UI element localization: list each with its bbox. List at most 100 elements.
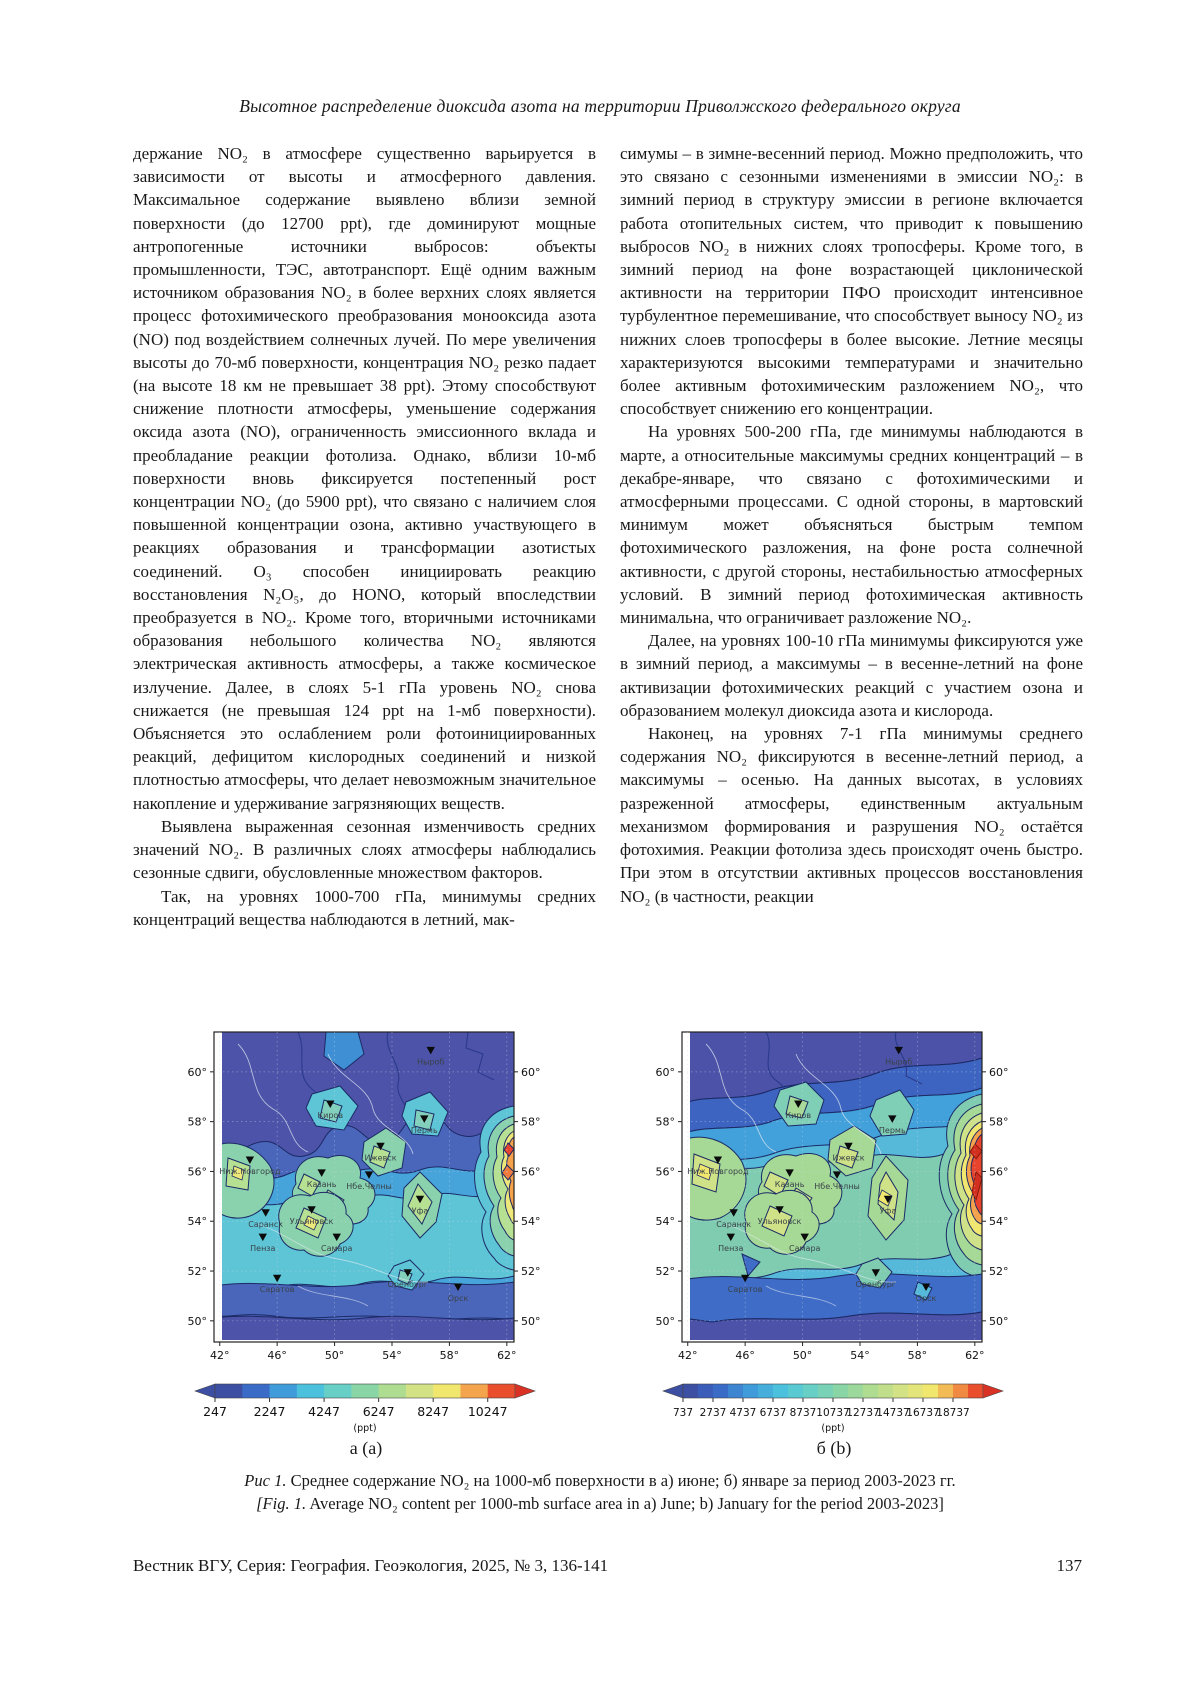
paragraph: Выявлена выраженная сезонная изменчивост… bbox=[133, 816, 596, 883]
colorbar-segment bbox=[772, 1384, 789, 1398]
city-label: Ниж.Новгород bbox=[219, 1167, 281, 1176]
city-label: Пенза bbox=[718, 1244, 743, 1253]
colorbar-segment bbox=[967, 1384, 984, 1398]
colorbar-segment bbox=[787, 1384, 804, 1398]
colorbar-tick-label: 6247 bbox=[362, 1404, 394, 1419]
city-label: Киров bbox=[317, 1111, 343, 1120]
y-tick-label-left: 58° bbox=[656, 1116, 676, 1129]
y-tick-label-right: 60° bbox=[989, 1066, 1009, 1079]
colorbar-tick-label: 18737 bbox=[936, 1407, 969, 1419]
x-tick-label: 54° bbox=[382, 1349, 402, 1362]
text-column-right: симумы – в зимне-весенний период. Можно … bbox=[620, 142, 1083, 931]
y-tick-label-left: 52° bbox=[188, 1265, 208, 1278]
colorbar-segment bbox=[877, 1384, 894, 1398]
map-frame bbox=[681, 1031, 983, 1343]
city-label: Ульяновск bbox=[290, 1217, 334, 1226]
city-label: Ульяновск bbox=[758, 1217, 802, 1226]
figure-sublabel-b: б (b) bbox=[816, 1438, 852, 1458]
x-tick-label: 42° bbox=[210, 1349, 230, 1362]
y-tick-label-left: 56° bbox=[656, 1165, 676, 1178]
city-marker bbox=[272, 1274, 282, 1283]
colorbar-tick-label: 12737 bbox=[846, 1407, 879, 1419]
colorbar-tick-label: 737 bbox=[672, 1407, 692, 1419]
colorbar-segment bbox=[405, 1384, 434, 1398]
city-label: Оренбург bbox=[388, 1280, 428, 1289]
x-tick-label: 54° bbox=[850, 1349, 870, 1362]
colorbar-segment bbox=[432, 1384, 461, 1398]
colorbar-segment bbox=[847, 1384, 864, 1398]
city-marker bbox=[794, 1100, 803, 1108]
city-marker bbox=[307, 1206, 316, 1214]
city-marker bbox=[729, 1209, 738, 1217]
city-label: Казань bbox=[307, 1180, 337, 1189]
city-marker bbox=[364, 1171, 374, 1179]
y-tick-label-left: 50° bbox=[656, 1315, 676, 1328]
map-frame bbox=[213, 1031, 515, 1343]
city-label: Ниж.Новгород bbox=[687, 1167, 749, 1176]
colorbar-segment bbox=[214, 1384, 243, 1398]
city-label: Пермь bbox=[411, 1126, 438, 1135]
figure-caption: Рис 1. Среднее содержание NO₂ на 1000-мб… bbox=[0, 1469, 1200, 1515]
colorbar-arrow-right bbox=[982, 1383, 1004, 1399]
city-marker bbox=[844, 1142, 853, 1151]
colorbar-segment bbox=[742, 1384, 759, 1398]
paragraph: Наконец, на уровнях 7-1 гПа минимумы сре… bbox=[620, 724, 1083, 906]
colorbar-segment bbox=[697, 1384, 714, 1398]
city-label: Оренбург bbox=[856, 1280, 896, 1289]
colorbar-segment bbox=[378, 1384, 407, 1398]
x-tick-label: 58° bbox=[908, 1349, 928, 1362]
city-marker bbox=[740, 1274, 750, 1283]
city-marker bbox=[785, 1169, 794, 1177]
colorbar-tick-label: 10737 bbox=[816, 1407, 849, 1419]
paragraph: На уровнях 500-200 гПа, где минимумы наб… bbox=[620, 422, 1083, 628]
colorbar-segment bbox=[269, 1384, 297, 1398]
y-tick-label-right: 50° bbox=[521, 1315, 541, 1328]
colorbar-june: 247 2247 4247 6247 8247 10247 (ppt) bbox=[193, 1383, 536, 1434]
y-tick-label-right: 58° bbox=[521, 1116, 541, 1129]
y-tick-label-right: 52° bbox=[989, 1265, 1009, 1278]
x-tick-label: 62° bbox=[965, 1349, 985, 1362]
city-marker bbox=[376, 1142, 385, 1151]
city-marker bbox=[415, 1195, 425, 1204]
colorbar-arrow-right bbox=[514, 1383, 536, 1399]
colorbar-arrow-left bbox=[661, 1383, 683, 1399]
x-tick-label: 42° bbox=[678, 1349, 698, 1362]
colorbar-tick-label: 247 bbox=[203, 1404, 227, 1419]
colorbar-tick-label: 2737 bbox=[699, 1407, 726, 1419]
map-overlay: 42° 46° 50° 54° 58° 62° 60° 60° 58° 58° 56° 56° 54° 5… bbox=[188, 1032, 541, 1362]
colorbar-january: 737 2737 4737 6737 8737 107371273714737167371… bbox=[661, 1383, 1004, 1434]
city-marker bbox=[453, 1283, 463, 1291]
colorbar-outline bbox=[214, 1383, 515, 1399]
colorbar-segment bbox=[817, 1384, 834, 1398]
colorbar-tick-label: 8737 bbox=[789, 1407, 816, 1419]
figure-caption-en-text: Average NO₂ content per 1000-mb surface … bbox=[309, 1494, 944, 1513]
y-tick-label-right: 56° bbox=[521, 1165, 541, 1178]
y-tick-label-left: 58° bbox=[188, 1116, 208, 1129]
colorbar-segment bbox=[727, 1384, 744, 1398]
figure-caption-en-label: [Fig. 1. bbox=[256, 1494, 307, 1513]
x-tick-label: 50° bbox=[325, 1349, 345, 1362]
colorbar-segment bbox=[350, 1384, 379, 1398]
figure-caption-ru-label: Рис 1. bbox=[244, 1471, 287, 1490]
y-tick-label-left: 54° bbox=[188, 1215, 208, 1228]
colorbar-segment bbox=[712, 1384, 729, 1398]
map-june-figure: 42° 46° 50° 54° 58° 62° 60° 60° 58° 58° 56° 56° 54° 5… bbox=[188, 1031, 541, 1362]
colorbar-segment bbox=[892, 1384, 909, 1398]
map-overlay: 42° 46° 50° 54° 58° 62° 60° 60° 58° 58° 56° 56° 54° 5… bbox=[656, 1032, 1009, 1362]
contour-fills bbox=[222, 1031, 515, 1340]
map-january-figure: 42° 46° 50° 54° 58° 62° 60° 60° 58° 58° 56° 56° 54° 5… bbox=[656, 1031, 1009, 1362]
colorbar-segment bbox=[241, 1384, 270, 1398]
colorbar-tick-label: 14737 bbox=[876, 1407, 909, 1419]
city-label: Саранск bbox=[716, 1220, 751, 1229]
city-marker bbox=[420, 1115, 429, 1123]
city-marker bbox=[326, 1100, 335, 1108]
city-label: Уфа bbox=[412, 1206, 429, 1215]
journal-footer: Вестник ВГУ, Серия: География. Геоэколог… bbox=[133, 1556, 1082, 1576]
city-marker bbox=[726, 1233, 736, 1242]
y-tick-label-left: 54° bbox=[656, 1215, 676, 1228]
colorbar-tick-label: 10247 bbox=[467, 1404, 507, 1419]
footer-journal-line: Вестник ВГУ, Серия: География. Геоэколог… bbox=[133, 1556, 609, 1575]
article-body: держание NO₂ в атмосфере существенно вар… bbox=[133, 142, 1083, 931]
city-label: Киров bbox=[785, 1111, 811, 1120]
